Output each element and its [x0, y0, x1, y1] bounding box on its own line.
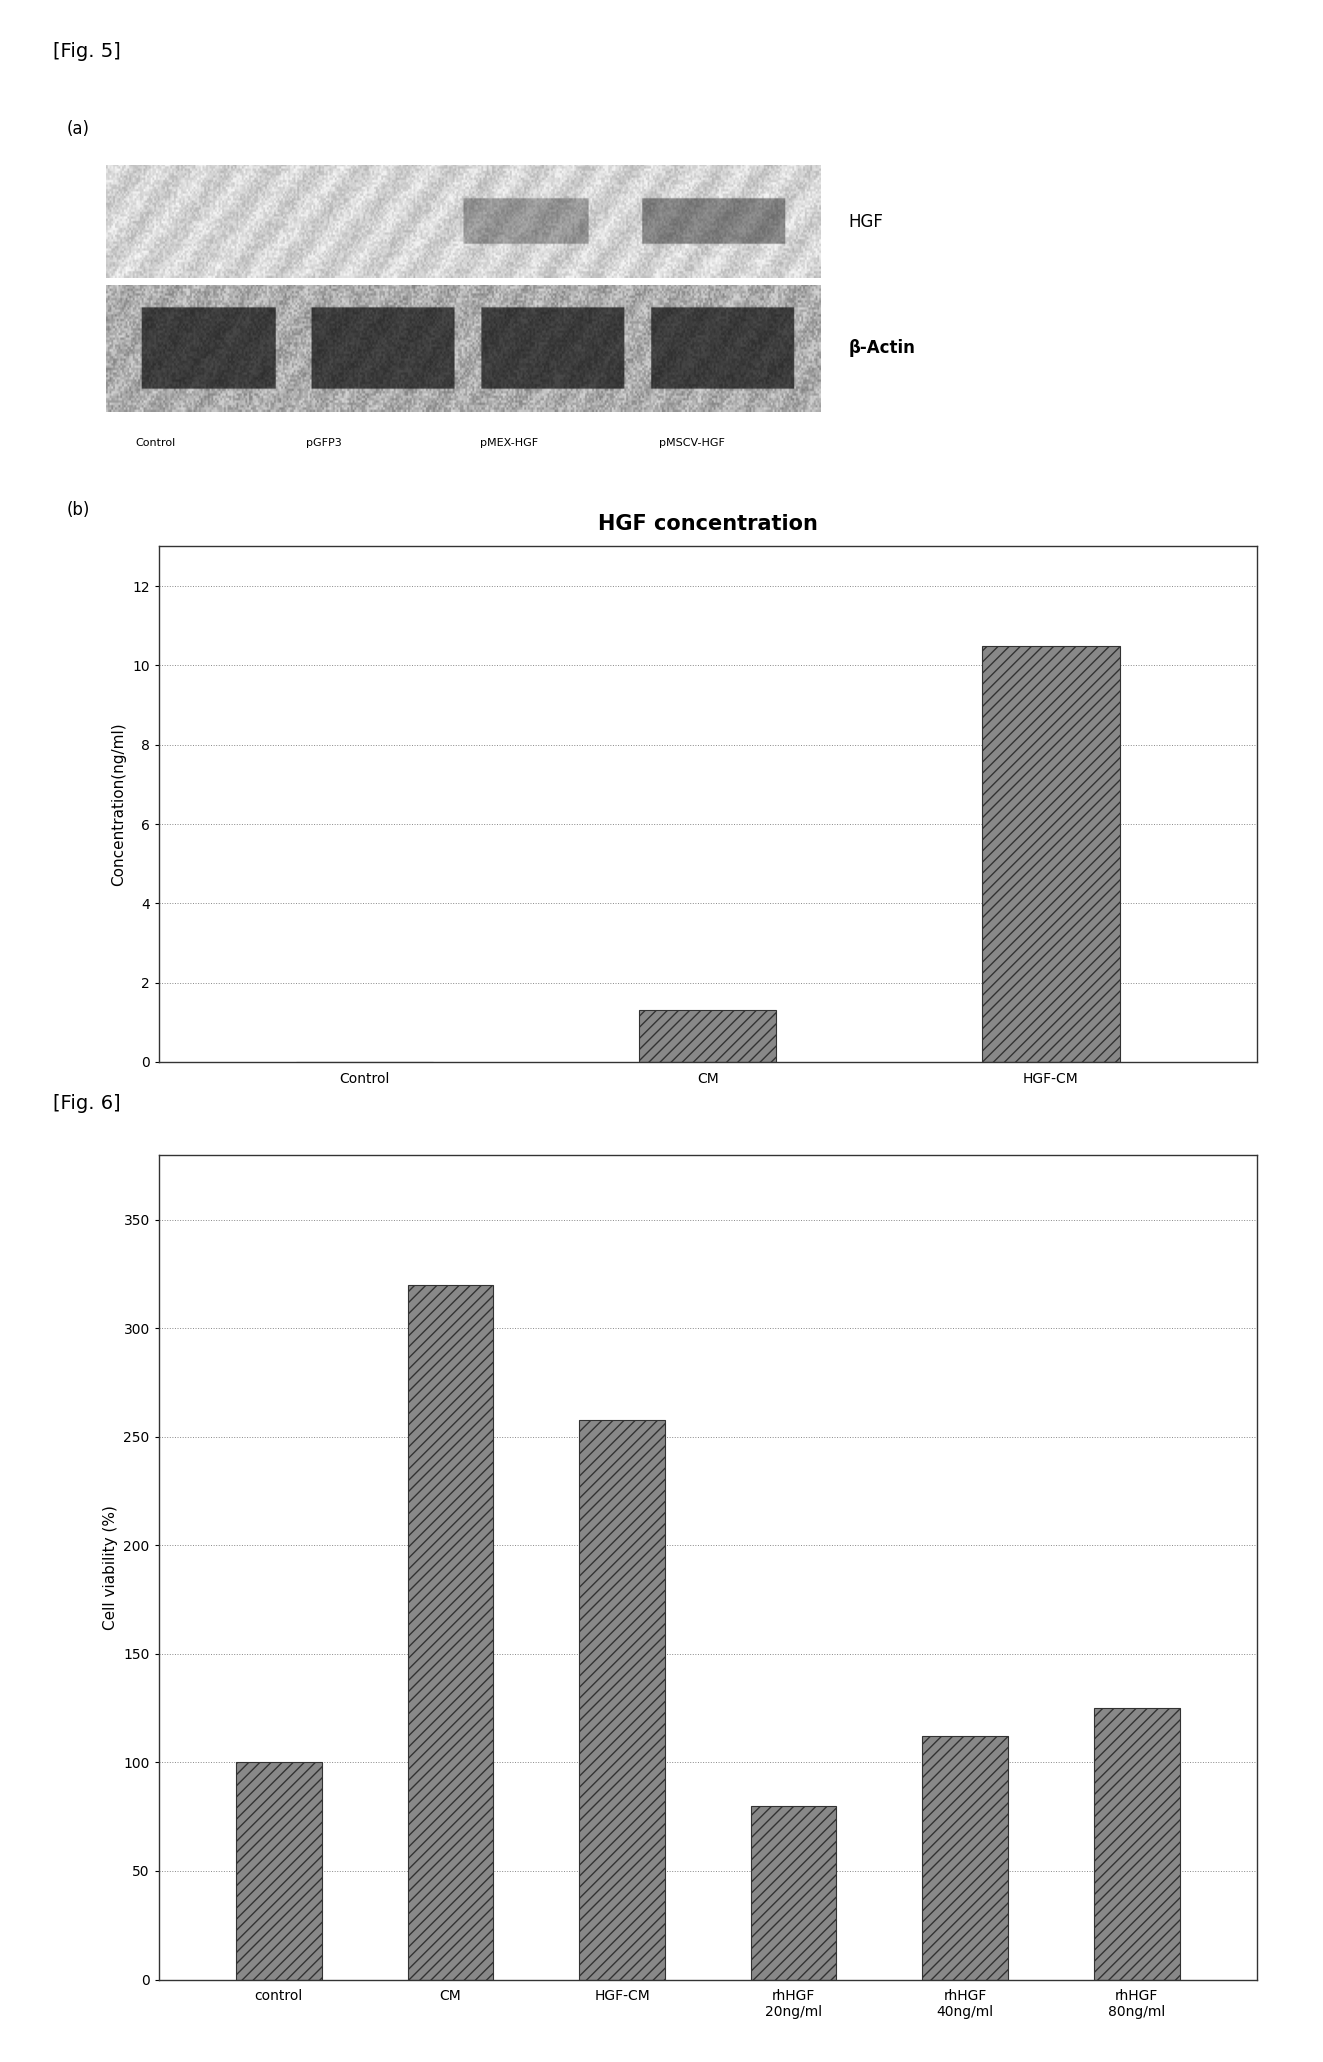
Text: (a): (a) [66, 120, 89, 138]
Text: [Fig. 5]: [Fig. 5] [53, 41, 120, 62]
Bar [235, 1763, 321, 1980]
Text: pMSCV-HGF: pMSCV-HGF [659, 439, 725, 447]
Bar [579, 1419, 665, 1980]
Bar [1094, 1707, 1180, 1980]
Bar [639, 1010, 777, 1062]
Text: Control: Control [136, 439, 176, 447]
Text: [Fig. 6]: [Fig. 6] [53, 1093, 120, 1113]
Bar [407, 1285, 493, 1980]
Text: HGF: HGF [849, 212, 884, 231]
Title: HGF concentration: HGF concentration [598, 513, 818, 534]
Text: pGFP3: pGFP3 [306, 439, 341, 447]
Y-axis label: Cell viability (%): Cell viability (%) [103, 1505, 118, 1629]
Text: β-Actin: β-Actin [849, 340, 916, 357]
Bar [750, 1806, 836, 1980]
Bar [922, 1736, 1008, 1980]
Bar [982, 645, 1119, 1062]
Text: (b): (b) [66, 501, 90, 520]
Y-axis label: Concentration(ng/ml): Concentration(ng/ml) [111, 722, 127, 887]
Text: pMEX-HGF: pMEX-HGF [480, 439, 538, 447]
